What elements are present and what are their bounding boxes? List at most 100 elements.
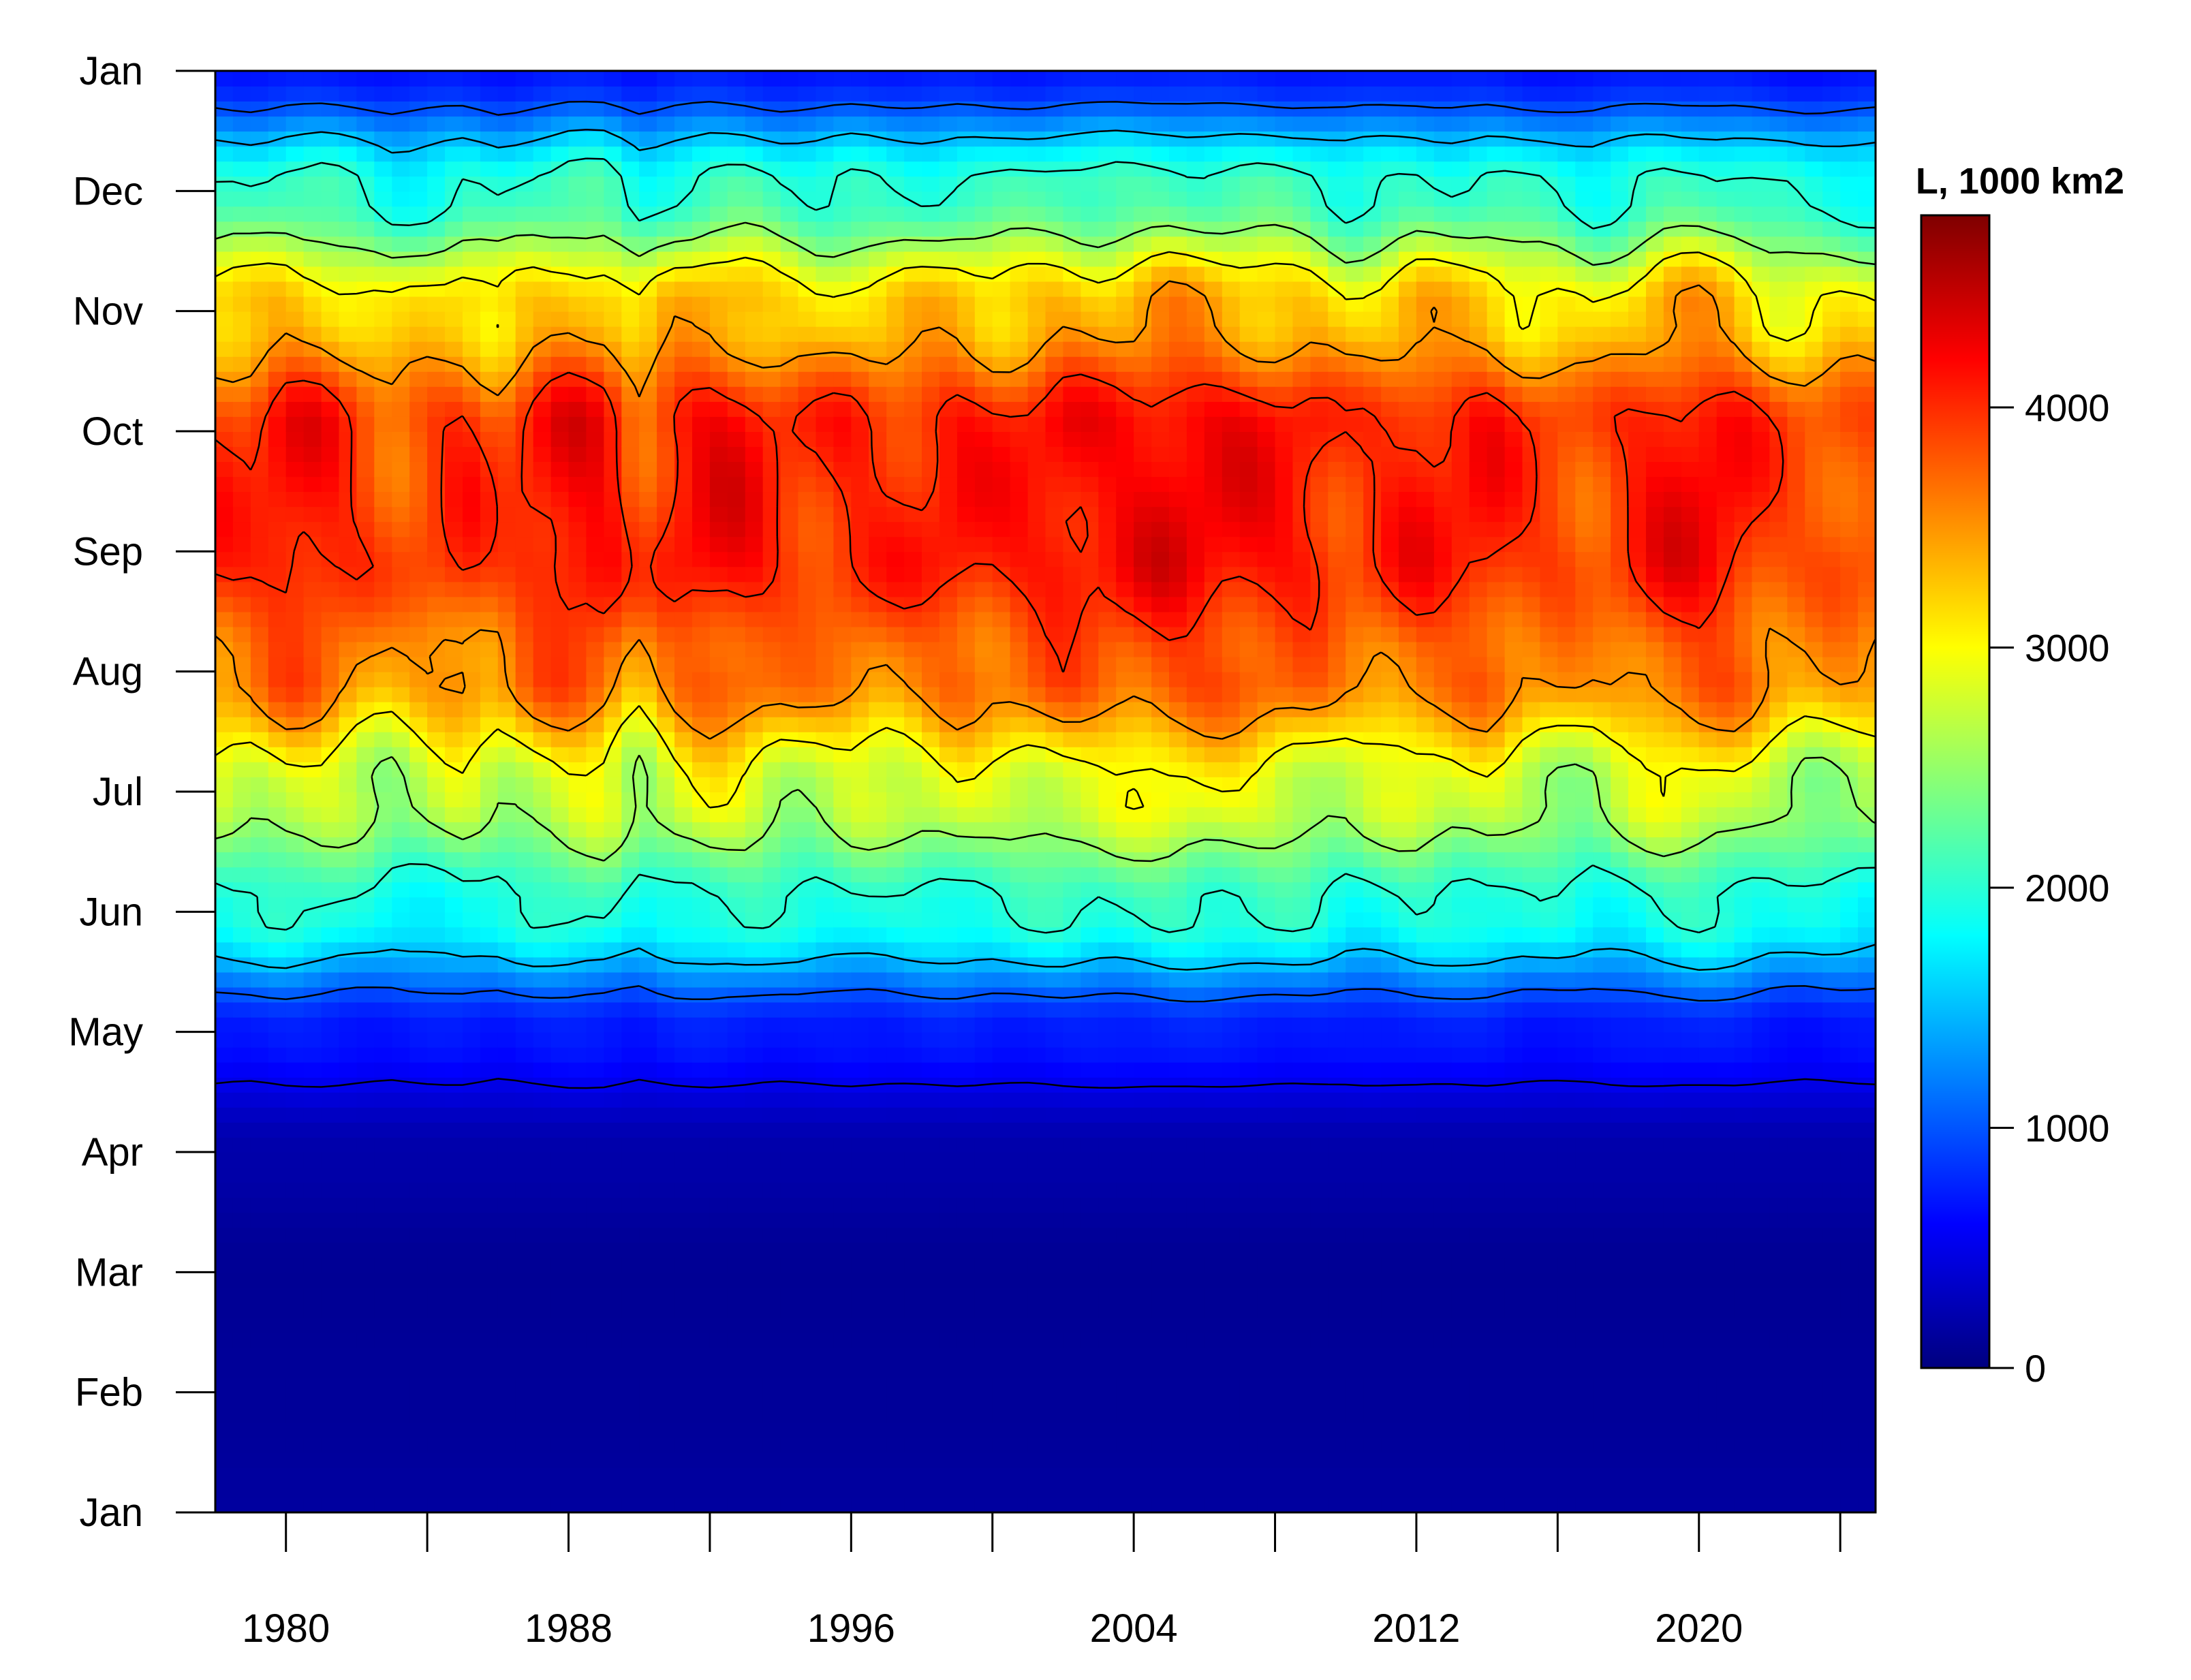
heatmap-cell [339, 341, 358, 357]
heatmap-cell [674, 1121, 693, 1138]
heatmap-cell [1098, 971, 1117, 988]
heatmap-cell [922, 1242, 940, 1258]
heatmap-cell [515, 837, 534, 853]
heatmap-cell [1010, 341, 1029, 357]
heatmap-cell [798, 1001, 817, 1018]
heatmap-cell [550, 686, 570, 702]
heatmap-cell [957, 807, 976, 822]
heatmap-cell [904, 551, 922, 567]
heatmap-cell [780, 956, 799, 973]
heatmap-cell [621, 1212, 640, 1228]
heatmap-cell [1045, 371, 1064, 387]
heatmap-cell [374, 1061, 393, 1078]
heatmap-cell [356, 491, 375, 508]
heatmap-cell [1027, 371, 1046, 387]
heatmap-cell [356, 191, 375, 207]
heatmap-cell [1063, 1287, 1082, 1303]
heatmap-cell [869, 1497, 888, 1512]
heatmap-cell [1010, 1452, 1029, 1468]
heatmap-cell [939, 1167, 958, 1183]
heatmap-cell [1045, 341, 1064, 357]
heatmap-cell [992, 1437, 1011, 1453]
heatmap-cell [392, 536, 411, 553]
heatmap-cell [409, 701, 429, 717]
heatmap-cell [374, 191, 393, 207]
heatmap-cell [939, 1317, 958, 1333]
heatmap-cell [321, 461, 340, 478]
heatmap-cell [497, 1167, 516, 1183]
heatmap-cell [798, 326, 817, 342]
heatmap-cell [674, 1076, 693, 1093]
heatmap-cell [480, 761, 499, 777]
heatmap-cell [621, 416, 640, 432]
heatmap-cell [215, 852, 234, 868]
heatmap-cell [497, 341, 516, 357]
heatmap-cell [762, 356, 781, 372]
heatmap-cell [285, 701, 305, 717]
heatmap-cell [497, 1001, 516, 1018]
heatmap-cell [268, 852, 287, 868]
heatmap-cell [1081, 1212, 1100, 1228]
heatmap-cell [815, 912, 835, 928]
heatmap-cell [445, 386, 463, 402]
heatmap-cell [674, 912, 693, 928]
heatmap-cell [833, 641, 852, 657]
heatmap-cell [1116, 401, 1135, 417]
heatmap-cell [1045, 942, 1064, 958]
heatmap-cell [1098, 176, 1117, 192]
heatmap-cell [268, 491, 287, 508]
heatmap-cell [904, 1332, 922, 1348]
heatmap-cell [957, 1031, 976, 1048]
heatmap-cell [480, 792, 499, 807]
heatmap-cell [815, 792, 835, 807]
heatmap-cell [285, 822, 305, 838]
heatmap-cell [1098, 912, 1117, 928]
heatmap-cell [1045, 1001, 1064, 1018]
heatmap-cell [533, 1091, 552, 1108]
heatmap-cell [992, 251, 1011, 267]
heatmap-cell [621, 671, 640, 687]
heatmap-cell [568, 431, 587, 447]
heatmap-cell [904, 1257, 922, 1273]
heatmap-cell [533, 1061, 552, 1078]
heatmap-cell [285, 686, 305, 702]
heatmap-cell [657, 401, 675, 417]
heatmap-cell [480, 822, 499, 838]
heatmap-cell [374, 1016, 393, 1033]
heatmap-cell [922, 551, 940, 567]
heatmap-cell [727, 491, 746, 508]
heatmap-cell [374, 656, 393, 672]
heatmap-cell [1027, 1332, 1046, 1348]
heatmap-cell [303, 1212, 322, 1228]
heatmap-cell [639, 1061, 658, 1078]
heatmap-cell [497, 1302, 516, 1318]
heatmap-cell [356, 461, 375, 478]
heatmap-cell [515, 942, 534, 958]
heatmap-cell [745, 1061, 764, 1078]
heatmap-cell [533, 296, 552, 312]
heatmap-cell [285, 1182, 305, 1198]
heatmap-cell [356, 1197, 375, 1213]
heatmap-cell [1063, 882, 1082, 898]
heatmap-cell [727, 521, 746, 538]
heatmap-cell [604, 701, 623, 717]
heatmap-cell [568, 882, 587, 898]
heatmap-cell [497, 716, 516, 732]
heatmap-cell [463, 611, 481, 627]
heatmap-cell [533, 146, 552, 162]
heatmap-cell [851, 281, 870, 297]
heatmap-cell [392, 1362, 411, 1378]
heatmap-cell [339, 701, 358, 717]
heatmap-cell [586, 251, 605, 267]
heatmap-cell [392, 746, 411, 762]
heatmap-cell [463, 1137, 481, 1153]
heatmap-cell [463, 1332, 481, 1348]
heatmap-cell [674, 236, 693, 252]
heatmap-cell [303, 1046, 322, 1063]
heatmap-cell [232, 1001, 251, 1018]
heatmap-cell [869, 326, 888, 342]
heatmap-cell [851, 221, 870, 237]
heatmap-cell [1027, 1452, 1046, 1468]
heatmap-cell [303, 251, 322, 267]
heatmap-cell [463, 1347, 481, 1363]
